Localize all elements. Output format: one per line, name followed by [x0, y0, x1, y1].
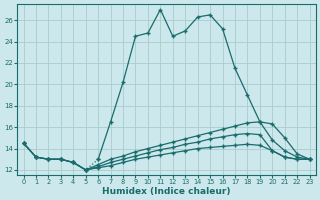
X-axis label: Humidex (Indice chaleur): Humidex (Indice chaleur) [102, 187, 231, 196]
